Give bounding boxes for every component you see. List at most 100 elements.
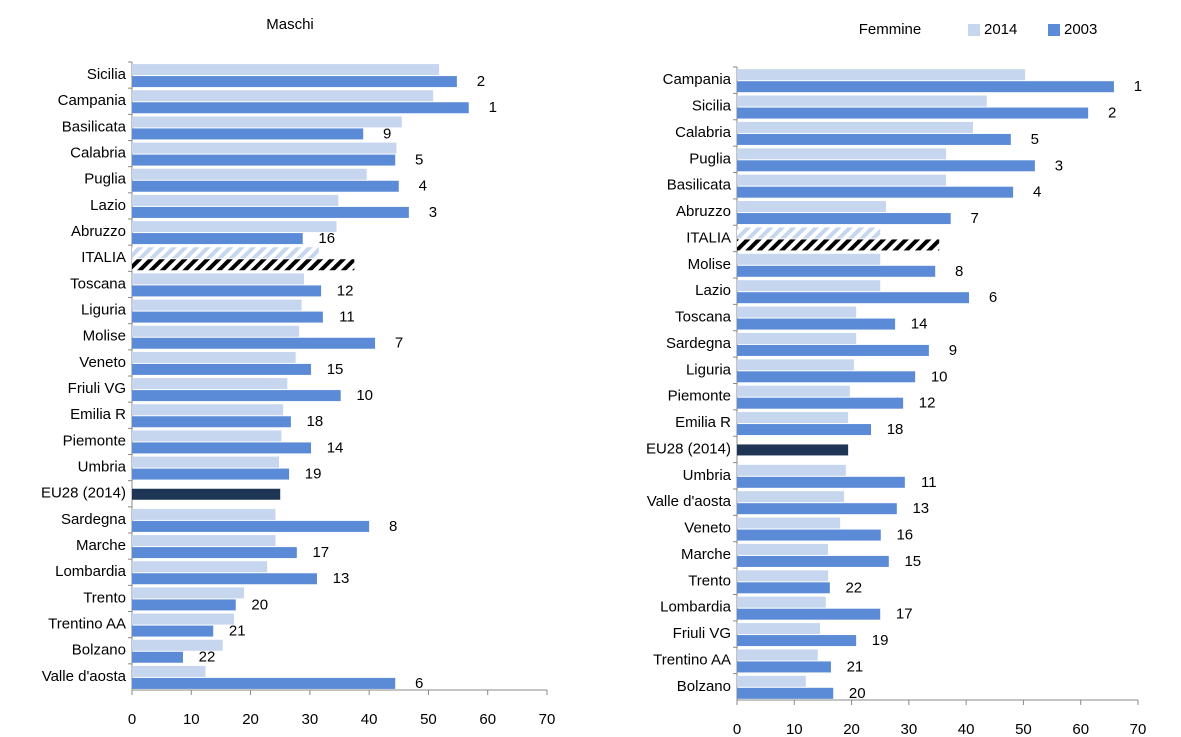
bar: [737, 95, 987, 107]
category-label: Lazio: [695, 282, 731, 299]
bar: [737, 186, 1014, 198]
bar: [737, 582, 830, 594]
bar: [132, 651, 183, 663]
bar: [737, 649, 818, 661]
bar: [737, 201, 886, 213]
x-tick-label: 60: [479, 711, 496, 728]
category-label: Campania: [58, 92, 127, 109]
x-tick-label: 20: [843, 721, 860, 737]
bar: [132, 430, 282, 442]
data-label: 12: [919, 395, 936, 412]
data-label: 1: [1134, 78, 1142, 95]
bar: [737, 344, 929, 356]
category-label: Umbria: [78, 459, 127, 476]
bar: [132, 90, 434, 102]
bar: [132, 299, 302, 311]
bar: [132, 180, 399, 192]
bar: [132, 520, 370, 532]
data-label: 3: [1055, 157, 1063, 174]
bar: [132, 456, 280, 468]
legend-swatch: [1048, 24, 1060, 36]
bar: [737, 253, 881, 265]
bar: [737, 265, 936, 277]
bar: [132, 76, 457, 88]
bar: [737, 359, 854, 371]
x-tick-label: 60: [1072, 721, 1089, 737]
bar: [737, 227, 881, 239]
data-label: 7: [971, 210, 979, 227]
category-label: Sicilia: [87, 66, 127, 83]
data-label: 2: [477, 73, 485, 90]
data-label: 15: [904, 553, 921, 570]
x-tick-label: 10: [786, 721, 803, 737]
bar: [737, 444, 849, 456]
category-label: ITALIA: [81, 249, 126, 266]
bar: [132, 613, 234, 625]
category-label: Molise: [83, 328, 126, 345]
category-label: Calabria: [70, 145, 127, 162]
bar: [737, 424, 872, 436]
bar: [132, 168, 367, 180]
data-label: 21: [229, 623, 246, 640]
bar: [132, 102, 469, 114]
data-label: 13: [912, 500, 929, 517]
bar: [737, 476, 905, 488]
bar: [132, 508, 276, 520]
category-label: Veneto: [79, 354, 126, 371]
category-label: Lombardia: [660, 599, 732, 616]
category-label: Marche: [681, 546, 731, 563]
data-label: 22: [199, 649, 216, 666]
data-label: 9: [949, 342, 957, 359]
x-tick-label: 0: [733, 721, 741, 737]
category-label: Puglia: [84, 171, 126, 188]
category-label: Sardegna: [61, 511, 127, 528]
bar: [132, 488, 281, 500]
bar: [737, 635, 857, 647]
bar: [737, 529, 881, 541]
bar: [132, 206, 409, 218]
x-tick-label: 50: [420, 711, 437, 728]
x-tick-label: 40: [958, 721, 975, 737]
bar: [737, 160, 1035, 172]
bar: [132, 221, 337, 233]
x-tick-label: 40: [361, 711, 378, 728]
bar: [132, 128, 364, 140]
bar: [132, 285, 322, 297]
bar: [132, 639, 223, 651]
data-label: 12: [337, 282, 354, 299]
bar: [737, 503, 897, 515]
data-label: 1: [489, 99, 497, 116]
data-label: 22: [845, 579, 862, 596]
bar: [737, 213, 951, 225]
category-label: Friuli VG: [673, 625, 731, 642]
data-label: 13: [333, 570, 350, 587]
x-tick-label: 70: [539, 711, 556, 728]
category-label: Toscana: [675, 309, 732, 326]
bar: [737, 148, 947, 160]
data-label: 4: [419, 178, 427, 195]
category-label: Veneto: [684, 520, 731, 537]
x-tick-label: 30: [901, 721, 918, 737]
bar: [132, 378, 288, 390]
category-label: Bolzano: [72, 642, 126, 659]
bar: [737, 623, 821, 635]
bar: [737, 292, 970, 304]
data-label: 11: [339, 309, 355, 326]
bar: [737, 555, 889, 567]
category-label: Molise: [688, 256, 731, 273]
bar: [132, 561, 268, 573]
bar: [132, 273, 304, 285]
bar: [132, 325, 300, 337]
bar: [132, 259, 355, 271]
category-label: Valle d'aosta: [42, 668, 127, 685]
data-label: 3: [429, 204, 437, 221]
data-label: 2: [1108, 105, 1116, 122]
category-label: Piemonte: [63, 432, 126, 449]
category-label: Liguria: [81, 302, 127, 319]
bar: [132, 416, 291, 428]
category-label: Marche: [76, 537, 126, 554]
category-label: Sicilia: [692, 98, 732, 115]
data-label: 10: [931, 368, 948, 385]
category-label: Lombardia: [55, 563, 127, 580]
legend-swatch: [968, 24, 980, 36]
